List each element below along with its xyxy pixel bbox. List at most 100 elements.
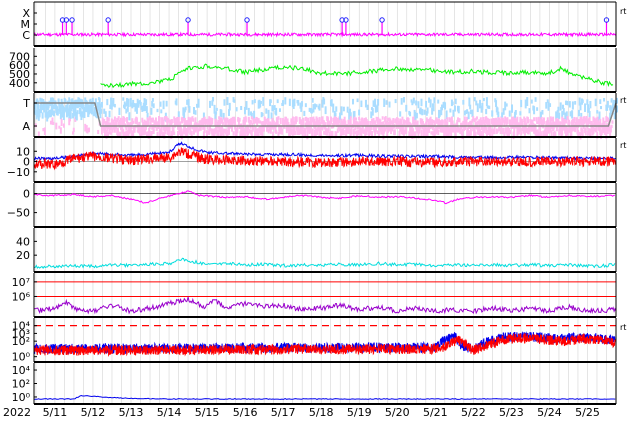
away-mark [326,128,329,136]
away-mark [552,125,555,130]
away-mark [342,129,345,136]
away-mark [243,128,246,136]
away-mark [174,120,177,126]
away-mark [408,131,411,137]
away-mark [492,122,495,127]
away-mark [463,116,466,123]
away-mark [549,129,552,133]
away-mark [445,125,448,133]
toward-mark [574,101,577,105]
toward-mark [81,112,84,118]
away-mark [307,121,310,126]
away-mark [361,123,364,131]
toward-mark [612,99,615,104]
speed-series-line [100,63,614,89]
away-mark [123,120,126,126]
away-mark [276,117,279,126]
toward-mark [247,107,250,116]
away-mark [545,124,548,130]
toward-mark [561,111,564,118]
toward-mark [215,107,218,111]
toward-mark [334,112,337,117]
away-mark [552,116,555,124]
away-mark [422,121,424,125]
away-mark [439,120,442,127]
away-mark [533,117,536,122]
away-mark [450,118,453,126]
away-mark [420,129,423,138]
toward-mark [57,98,60,104]
toward-mark [414,111,417,121]
away-mark [347,128,350,134]
away-mark [557,119,560,125]
away-mark [582,121,585,129]
toward-mark [272,105,275,111]
y-tick-label: 10⁴ [12,364,31,377]
away-mark [142,127,145,136]
toward-mark [452,109,455,117]
toward-mark [520,99,523,108]
toward-mark [297,99,300,106]
away-mark [370,124,373,131]
away-mark [360,131,363,138]
away-mark [501,117,504,123]
sector-line [34,102,617,127]
away-mark [145,131,148,138]
away-mark [452,128,455,133]
toward-mark [580,112,583,117]
away-mark [425,117,428,123]
away-mark [86,128,89,134]
away-mark [313,121,316,129]
toward-mark [186,99,189,105]
away-mark [390,125,393,132]
toward-mark [546,99,549,103]
side-label: rt [620,7,626,16]
away-mark [299,127,302,135]
x-tick-label: 5/24 [537,406,562,419]
away-mark [566,127,569,136]
away-mark [330,117,333,122]
toward-mark [194,110,197,115]
away-mark [208,129,211,135]
toward-mark [273,105,276,111]
away-mark [329,130,332,137]
away-mark [368,125,371,130]
away-mark [518,124,521,133]
away-mark [58,125,61,129]
away-mark [546,125,549,132]
bt-series-line [33,141,617,161]
away-mark [304,130,307,138]
away-mark [186,131,189,136]
away-mark [151,117,154,123]
away-mark [215,119,218,123]
toward-mark [423,109,426,115]
away-mark [603,120,606,126]
toward-mark [468,97,471,107]
away-mark [116,127,119,134]
away-mark [398,130,401,139]
away-mark [236,124,239,132]
toward-mark [58,105,61,111]
electron-series-line [33,296,617,315]
away-mark [355,120,358,126]
toward-mark [243,106,246,115]
toward-mark [348,108,351,116]
away-mark [272,131,275,140]
away-mark [243,131,246,139]
flare-marker [603,17,610,23]
away-mark [113,126,116,133]
toward-mark [82,104,85,112]
toward-mark [150,107,153,115]
toward-mark [356,98,359,103]
away-mark [529,119,532,123]
away-mark [254,126,257,130]
toward-mark [610,98,613,103]
toward-mark [457,105,460,114]
toward-mark [530,99,533,104]
toward-mark [75,111,78,121]
toward-mark [360,100,363,108]
toward-mark [228,102,231,111]
away-mark [595,124,598,132]
away-mark [200,121,203,126]
away-mark [215,126,218,131]
